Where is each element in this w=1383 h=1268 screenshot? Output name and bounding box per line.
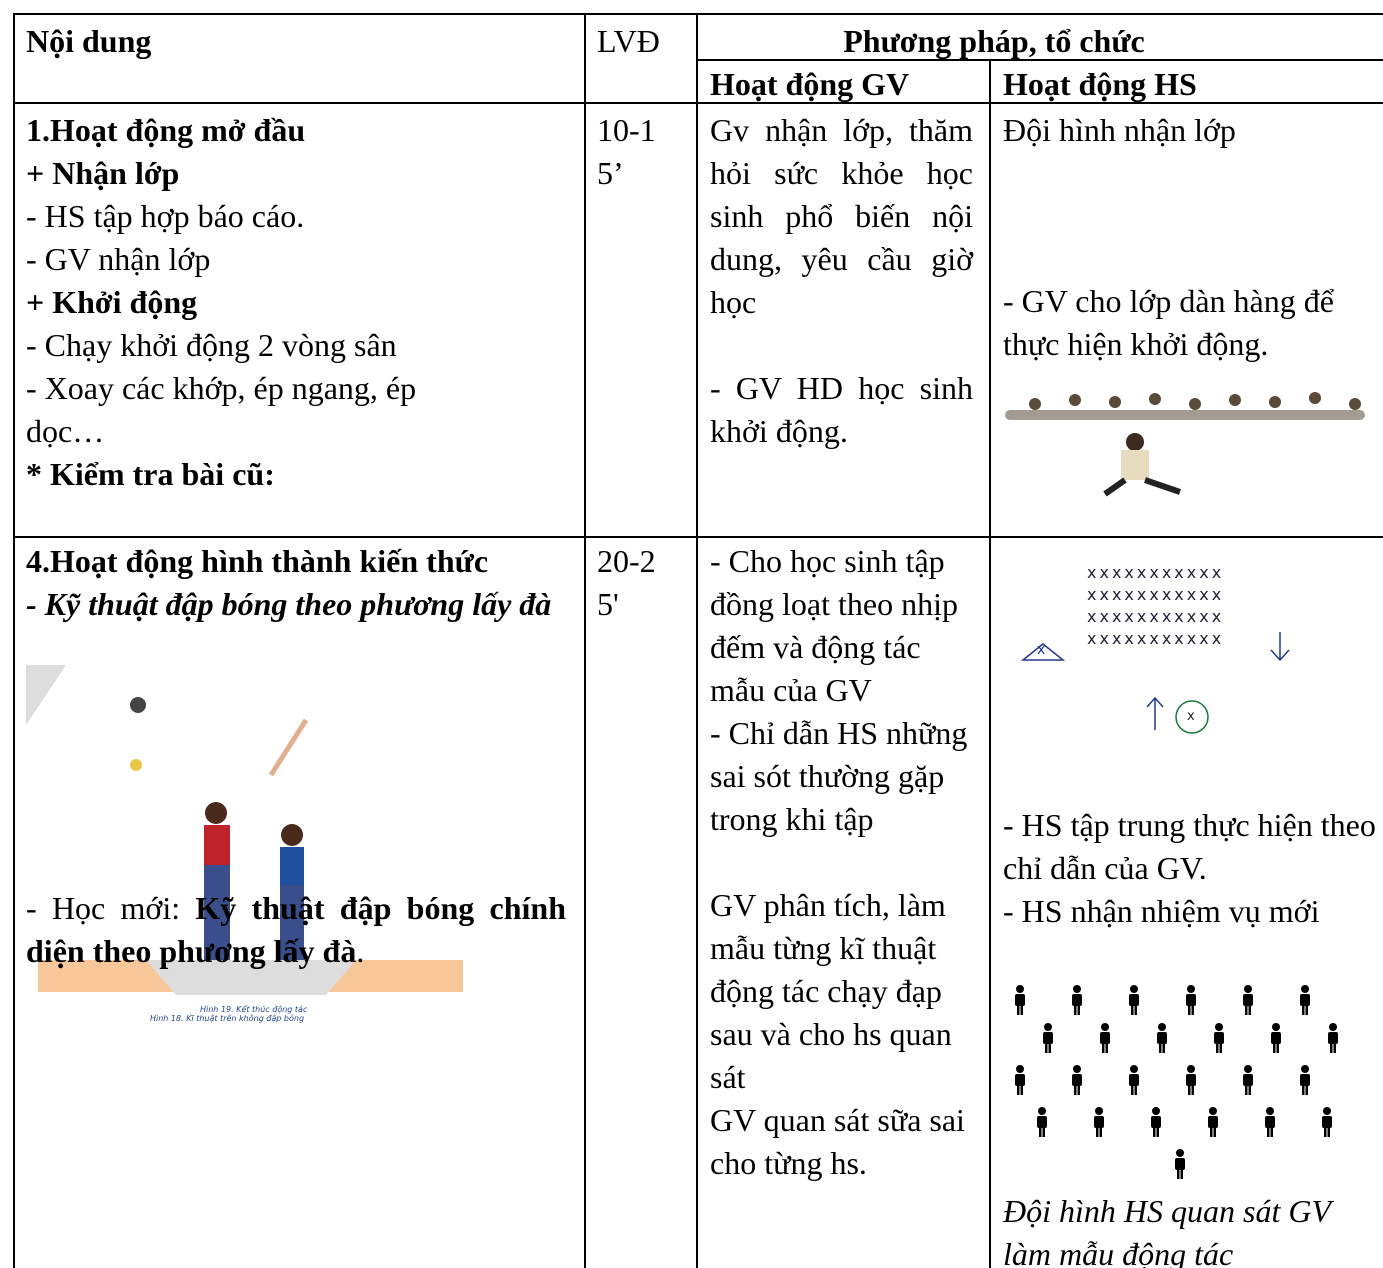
people-formation — [1015, 985, 1338, 1179]
item: - HS tập hợp báo cáo. — [26, 198, 305, 234]
text: Kỹ thuật đập bóng chính diện theo phương… — [26, 890, 566, 969]
student-notes: - HS tập trung thực hiện theo chỉ dẫn củ… — [1003, 804, 1378, 933]
item: + Nhận lớp — [26, 155, 180, 191]
person-icon — [1094, 1107, 1104, 1137]
border — [13, 13, 1383, 15]
header-cell: Hoạt động HS — [1003, 66, 1197, 102]
border — [697, 59, 1383, 61]
person-icon — [1043, 1023, 1053, 1053]
header-cell: Phương pháp, tổ chức — [843, 23, 1145, 59]
duration: 20-25' — [597, 543, 656, 622]
person-icon — [1037, 1107, 1047, 1137]
teacher-mark: x — [1037, 642, 1046, 658]
paragraph: GV phân tích, làm mẫu từng kĩ thuật động… — [710, 887, 952, 1095]
formation-row: xxxxxxxxxxx — [1087, 563, 1225, 582]
student-cell: Đội hình nhận lớp - GV cho lớp dàn hàng … — [1003, 109, 1373, 366]
person-icon — [1208, 1107, 1218, 1137]
paragraph: - GV HD học sinh khởi động. — [710, 370, 973, 449]
formation-symbols — [1020, 632, 1290, 734]
paragraph: Gv nhận lớp, thăm hỏi sức khỏe học sinh … — [710, 112, 973, 320]
teacher-cell: Gv nhận lớp, thăm hỏi sức khỏe học sinh … — [710, 109, 973, 453]
item: + Khởi động — [26, 284, 198, 320]
border — [696, 13, 698, 1268]
person-icon — [1300, 1065, 1310, 1095]
border — [13, 13, 15, 1268]
paragraph: GV quan sát sữa sai cho từng hs. — [710, 1102, 965, 1181]
person-icon — [1214, 1023, 1224, 1053]
section-title: 1.Hoạt động mở đầu — [26, 112, 306, 148]
paragraph: Đội hình nhận lớp — [1003, 112, 1236, 148]
person-icon — [1175, 1149, 1185, 1179]
person-icon — [1015, 1065, 1025, 1095]
duration: 10-15’ — [597, 112, 656, 191]
person-icon — [1129, 985, 1139, 1015]
paragraph: - HS tập trung thực hiện theo chỉ dẫn củ… — [1003, 807, 1376, 886]
text: - Học mới: — [26, 890, 196, 926]
person-icon — [1300, 985, 1310, 1015]
formation-row: xxxxxxxxxxx — [1087, 629, 1225, 648]
border — [13, 102, 1383, 104]
teacher-cell: - Cho học sinh tập đồng loạt theo nhịp đ… — [710, 540, 980, 1185]
formation: xxxxxxxxxxx xxxxxxxxxxx xxxxxxxxxxx xxxx… — [1087, 562, 1224, 650]
item: - GV nhận lớp — [26, 241, 211, 277]
header-cell: Hoạt động GV — [710, 66, 910, 102]
person-icon — [1151, 1107, 1161, 1137]
person-icon — [1072, 1065, 1082, 1095]
header-cell: Nội dung — [26, 23, 152, 59]
formation-row: xxxxxxxxxxx — [1087, 585, 1225, 604]
image-caption: Hình 19. Kết thúc động tác Hình 18. Kĩ t… — [150, 1005, 307, 1023]
warmup-image — [1005, 392, 1365, 497]
subtitle: - Kỹ thuật đập bóng theo phương lấy đà — [26, 586, 552, 622]
item: - Chạy khởi động 2 vòng sân — [26, 327, 397, 363]
paragraph: - HS nhận nhiệm vụ mới — [1003, 893, 1320, 929]
paragraph: - Chỉ dẫn HS những sai sót thường gặp tr… — [710, 715, 968, 837]
paragraph: - Cho học sinh tập đồng loạt theo nhịp đ… — [710, 543, 958, 708]
student-mark: x — [1187, 709, 1195, 724]
person-icon — [1328, 1023, 1338, 1053]
person-icon — [1271, 1023, 1281, 1053]
person-icon — [1015, 985, 1025, 1015]
item: * Kiểm tra bài cũ: — [26, 456, 275, 492]
new-lesson: - Học mới: Kỹ thuật đập bóng chính diện … — [26, 887, 566, 973]
border — [13, 536, 1383, 538]
person-icon — [1243, 985, 1253, 1015]
paragraph: - GV cho lớp dàn hàng để thực hiện khởi … — [1003, 283, 1334, 362]
content-cell: 1.Hoạt động mở đầu + Nhận lớp - HS tập h… — [26, 109, 496, 496]
content-cell: 4.Hoạt động hình thành kiến thức - Kỹ th… — [26, 540, 571, 626]
technique-image — [26, 665, 463, 995]
header-cell: LVĐ — [597, 23, 660, 59]
person-icon — [1243, 1065, 1253, 1095]
person-icon — [1157, 1023, 1167, 1053]
person-icon — [1100, 1023, 1110, 1053]
formation-row: xxxxxxxxxxx — [1087, 607, 1225, 626]
border — [989, 59, 991, 1268]
caption-line: Hình 18. Kĩ thuật trên không đập bóng — [150, 1014, 305, 1023]
person-icon — [1072, 985, 1082, 1015]
border — [584, 13, 586, 1268]
section-title: 4.Hoạt động hình thành kiến thức — [26, 543, 489, 579]
text: . — [356, 933, 365, 969]
person-icon — [1186, 1065, 1196, 1095]
person-icon — [1265, 1107, 1275, 1137]
student-caption: Đội hình HS quan sát GV làm mẫu động tác — [1003, 1193, 1331, 1268]
person-icon — [1322, 1107, 1332, 1137]
item: - Xoay các khớp, ép ngang, ép dọc… — [26, 370, 417, 449]
person-icon — [1129, 1065, 1139, 1095]
caption-line: Hình 19. Kết thúc động tác — [200, 1005, 308, 1014]
person-icon — [1186, 985, 1196, 1015]
